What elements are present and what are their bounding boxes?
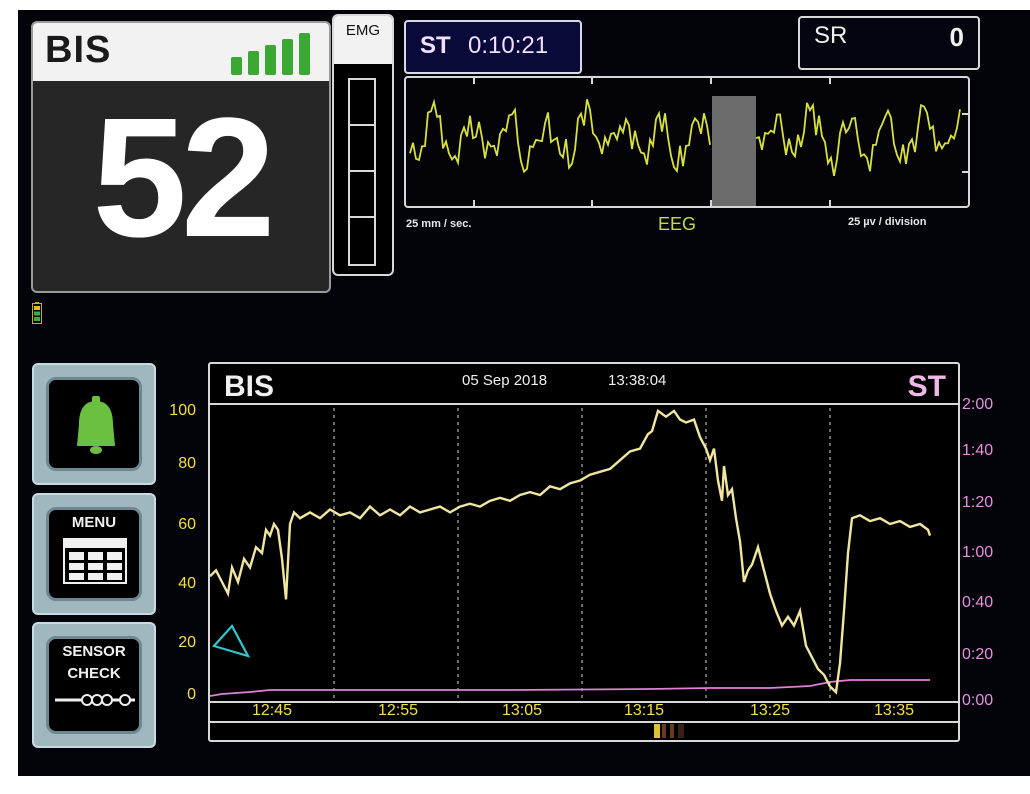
eeg-speed-label: 25 mm / sec. [406,218,472,230]
menu-button-face: MENU [46,507,142,601]
trend-panel: BIS 05 Sep 2018 13:38:04 ST 12:45 12:55 … [208,362,960,742]
time-axis-tick: 13:15 [623,702,665,719]
time-axis-tick: 13:35 [873,702,915,719]
bis-trend-line [210,408,932,695]
menu-button[interactable]: MENU [32,493,156,615]
eeg-trace [409,98,961,176]
trend-time: 13:38:04 [608,372,667,389]
event-markers [654,724,684,738]
emg-level-bar [348,78,376,266]
emg-header [334,16,392,64]
emg-panel: EMG [332,14,394,276]
bis-panel-header: BIS [33,23,329,81]
grid-icon [63,538,127,584]
emg-segment [350,216,374,218]
time-axis-tick: 13:05 [501,702,543,719]
st-axis-tick: 2:00 [962,396,994,413]
bis-axis-tick: 60 [178,516,196,533]
alarm-button[interactable] [32,363,156,485]
triangle-marker-icon [212,624,251,658]
trend-chart [210,403,958,738]
time-axis-tick: 12:55 [377,702,419,719]
trend-st-label: ST [907,370,946,403]
suppression-timer-box: ST 0:10:21 [404,20,582,74]
eeg-scale-label: 25 µv / division [848,216,927,228]
time-axis-tick: 12:45 [251,702,293,719]
trend-title: BIS [224,370,275,403]
st-axis-tick: 1:40 [962,442,994,459]
bis-axis-tick: 0 [187,686,196,703]
st-timer-label: ST [420,32,451,59]
emg-segment [350,170,374,172]
time-axis-tick: 13:25 [749,702,791,719]
st-axis-tick: 0:40 [962,594,994,611]
eeg-label: EEG [658,214,697,234]
emg-segment [350,124,374,126]
sensor-check-button-face: SENSOR CHECK [46,636,142,734]
bis-index-value: 52 [92,83,275,273]
sensor-check-button[interactable]: SENSOR CHECK [32,622,156,748]
st-axis-tick: 1:20 [962,494,994,511]
bell-icon [77,396,115,454]
trend-date: 05 Sep 2018 [462,372,548,389]
st-axis-tick: 0:00 [962,692,994,709]
bis-label: BIS [45,29,112,71]
eeg-sweep-cursor [712,96,756,206]
alarm-button-face [46,377,142,471]
bis-axis-tick: 100 [169,402,196,419]
st-axis-tick: 0:20 [962,646,994,663]
sensor-cable-icon [55,694,135,706]
monitor-screen: BIS 52 EMG ST 0:10:21 SR 0 [18,10,1030,776]
battery-icon [32,302,42,324]
bis-value-panel: BIS 52 [31,21,331,293]
st-axis-tick: 1:00 [962,544,994,561]
st-timer-value: 0:10:21 [468,32,549,59]
bis-axis-tick: 20 [178,634,196,651]
sensor-check-label-line2: CHECK [67,665,121,682]
eeg-waveform [409,78,968,206]
sensor-check-label-line1: SENSOR [62,643,126,660]
menu-button-label: MENU [71,514,117,531]
suppression-ratio-box: SR 0 [798,16,980,70]
bis-axis-tick: 40 [178,575,196,592]
emg-label: EMG [345,22,381,39]
st-trend-line [210,679,930,697]
bis-axis-tick: 80 [178,455,196,472]
signal-quality-icon [231,33,310,75]
sr-label: SR [814,22,848,49]
eeg-waveform-panel [404,76,970,208]
eeg-division-ticks [473,78,968,206]
sr-value: 0 [949,22,964,52]
